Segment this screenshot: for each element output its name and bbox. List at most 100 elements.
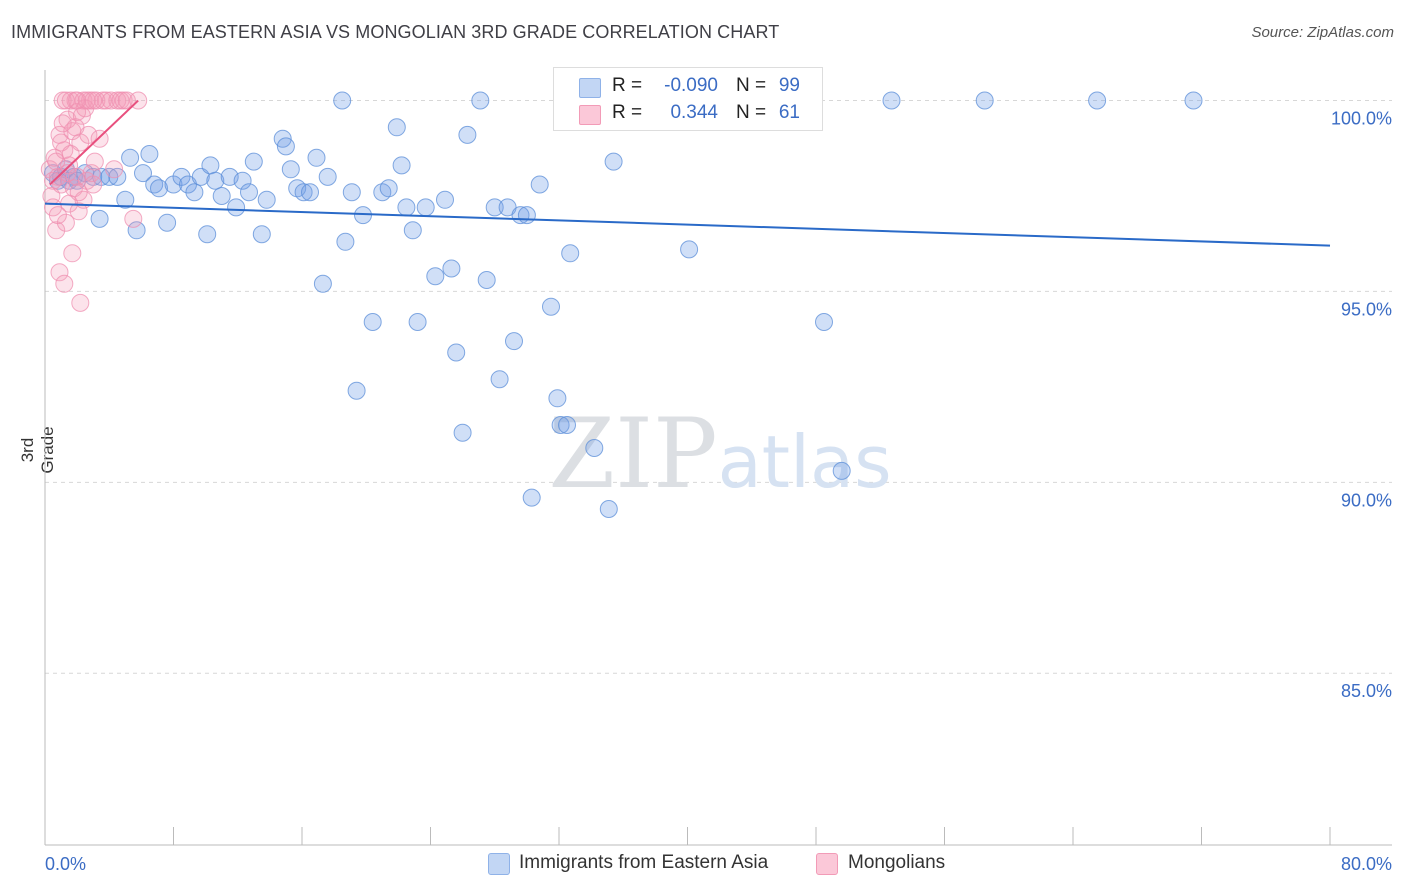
- data-point: [124, 209, 143, 228]
- data-point: [379, 179, 398, 198]
- data-point: [68, 91, 87, 110]
- data-point: [227, 198, 246, 217]
- data-point: [77, 91, 96, 110]
- legend-swatch-pink: [816, 853, 838, 875]
- y-tick-label: 95.0%: [1341, 299, 1392, 319]
- data-point: [69, 183, 88, 202]
- data-point: [517, 206, 536, 225]
- data-point: [276, 137, 295, 156]
- data-point: [58, 164, 77, 183]
- chart-source: Source: ZipAtlas.com: [1251, 24, 1394, 41]
- data-point: [336, 232, 355, 251]
- trend-line: [49, 99, 139, 186]
- data-point: [158, 213, 177, 232]
- trend-line: [44, 202, 1331, 247]
- data-point: [85, 152, 104, 171]
- data-point: [252, 225, 271, 244]
- data-point: [240, 183, 258, 202]
- data-point: [1184, 91, 1203, 110]
- legend-n-label: N =: [736, 102, 767, 123]
- legend-r-value: -0.090: [664, 75, 718, 96]
- data-point: [294, 183, 313, 202]
- data-point: [206, 171, 225, 190]
- data-point: [68, 167, 87, 186]
- data-point: [201, 156, 220, 175]
- data-point: [198, 225, 217, 244]
- data-point: [522, 488, 541, 507]
- data-point: [53, 114, 72, 133]
- data-point: [50, 263, 69, 282]
- data-point: [61, 91, 80, 110]
- axes: [44, 70, 1392, 846]
- data-point: [599, 500, 618, 518]
- stats-legend: R = -0.090 N = 99 R = 0.344 N = 61: [553, 67, 823, 131]
- data-point: [490, 370, 509, 389]
- data-point: [558, 416, 576, 434]
- data-point: [815, 313, 833, 331]
- data-point: [313, 274, 332, 293]
- data-point: [116, 190, 135, 209]
- data-point: [212, 187, 231, 205]
- data-point: [542, 297, 560, 316]
- data-point: [485, 198, 504, 217]
- legend-swatch-blue: [579, 78, 601, 98]
- data-point: [975, 91, 994, 110]
- data-point: [387, 118, 406, 137]
- data-point: [127, 221, 146, 240]
- data-point: [585, 439, 604, 457]
- series-legend: Immigrants from Eastern Asia Mongolians: [0, 852, 1406, 878]
- data-point: [257, 190, 276, 209]
- data-point: [403, 221, 422, 240]
- data-point: [48, 206, 67, 225]
- data-point: [333, 91, 352, 110]
- data-point: [191, 167, 210, 186]
- data-point: [281, 160, 300, 179]
- data-point: [140, 145, 159, 163]
- data-point: [318, 167, 337, 186]
- data-point: [172, 167, 191, 186]
- data-point: [61, 145, 80, 163]
- data-point: [84, 175, 103, 194]
- series-eastern-asia: [44, 91, 1203, 518]
- x-tick-label-max: 80.0%: [1341, 854, 1392, 874]
- data-point: [121, 148, 140, 167]
- data-point: [548, 389, 567, 408]
- legend-r-label: R =: [612, 75, 643, 96]
- legend-n-value: 61: [778, 102, 800, 123]
- data-point: [244, 152, 263, 171]
- y-tick-label: 100.0%: [1331, 109, 1392, 129]
- data-point: [52, 133, 71, 152]
- legend-label-eastern-asia: Immigrants from Eastern Asia: [519, 852, 769, 873]
- data-point: [233, 171, 252, 190]
- data-point: [307, 148, 326, 167]
- data-point: [530, 175, 549, 194]
- legend-row-eastern-asia: R = -0.090 N = 99: [554, 74, 822, 100]
- data-point: [1088, 91, 1107, 110]
- data-point: [882, 91, 901, 110]
- data-point: [90, 209, 109, 228]
- y-tick-label: 85.0%: [1341, 681, 1392, 701]
- chart-title: IMMIGRANTS FROM EASTERN ASIA VS MONGOLIA…: [11, 22, 780, 42]
- legend-r-value: 0.344: [670, 102, 718, 123]
- data-point: [47, 221, 66, 240]
- data-point: [458, 125, 477, 144]
- data-point: [347, 381, 366, 400]
- gridlines: [45, 100, 1392, 674]
- data-point: [82, 164, 101, 183]
- data-point: [832, 461, 851, 480]
- data-point: [436, 190, 454, 209]
- data-point: [69, 202, 88, 221]
- legend-n-value: 99: [778, 75, 800, 96]
- data-point: [363, 313, 382, 331]
- data-point: [447, 343, 466, 362]
- data-point: [442, 259, 461, 278]
- data-point: [453, 423, 472, 442]
- data-point: [342, 183, 361, 202]
- data-point: [150, 179, 168, 198]
- y-tick-label: 90.0%: [1341, 490, 1392, 510]
- legend-swatch-pink: [579, 105, 601, 125]
- legend-n-label: N =: [736, 75, 767, 96]
- data-point: [63, 244, 82, 263]
- data-point: [408, 313, 427, 331]
